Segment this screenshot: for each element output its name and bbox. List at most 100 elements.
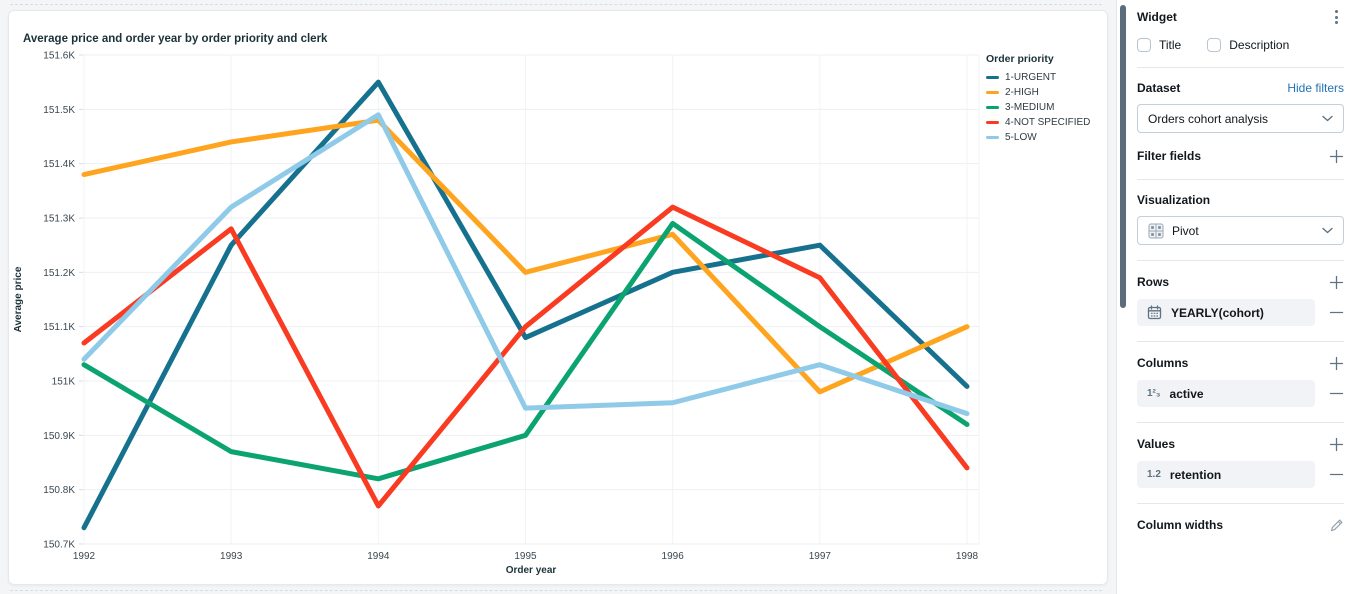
series-line-3-MEDIUM <box>81 220 970 482</box>
legend-label: 3-MEDIUM <box>1005 102 1055 113</box>
description-checkbox-label: Description <box>1229 38 1290 52</box>
series-line-1-URGENT <box>81 79 970 531</box>
divider <box>1137 503 1344 504</box>
legend-label: 2-HIGH <box>1005 87 1039 98</box>
divider <box>1137 179 1344 180</box>
series-line-2-HIGH <box>81 117 970 395</box>
legend-item[interactable]: 2-HIGH <box>986 85 1104 100</box>
svg-text:1997: 1997 <box>809 551 832 562</box>
svg-text:1994: 1994 <box>367 551 390 562</box>
dataset-select-value: Orders cohort analysis <box>1148 111 1269 126</box>
chart-legend: Order priority 1-URGENT 2-HIGH 3-MEDIUM 4-N… <box>986 53 1104 145</box>
filter-fields-header: Filter fields <box>1137 149 1202 163</box>
svg-text:151.1K: 151.1K <box>43 322 75 333</box>
widget-header: Widget <box>1137 10 1177 24</box>
legend-label: 4-NOT SPECIFIED <box>1005 117 1091 128</box>
divider <box>1137 67 1344 68</box>
values-field-retention[interactable]: 1.2 retention <box>1137 461 1315 488</box>
series-line-5-LOW <box>81 112 970 417</box>
visualization-header: Visualization <box>1137 193 1211 207</box>
add-column-field-button[interactable] <box>1328 355 1344 371</box>
title-checkbox-label: Title <box>1159 38 1182 52</box>
remove-row-field-button[interactable] <box>1328 305 1344 321</box>
hide-filters-link[interactable]: Hide filters <box>1287 81 1344 95</box>
svg-text:151.2K: 151.2K <box>43 268 75 279</box>
checkbox-box[interactable] <box>1207 38 1222 52</box>
legend-items: 1-URGENT 2-HIGH 3-MEDIUM 4-NOT SPECIFIED 5-L… <box>986 70 1104 145</box>
line-chart: 151.6K 151.5K 151.4K 151.3K 151.2K 151.1K 151K… <box>13 51 980 576</box>
rows-field-label: YEARLY(cohort) <box>1171 305 1264 320</box>
series-line-4-NOT SPECIFIED <box>81 204 970 509</box>
column-widths-header: Column widths <box>1137 518 1223 532</box>
legend-swatch <box>986 121 999 124</box>
legend-swatch <box>986 76 999 79</box>
dataset-select[interactable]: Orders cohort analysis <box>1137 104 1344 133</box>
remove-column-field-button[interactable] <box>1328 386 1344 402</box>
integer-type-icon: 1²₃ <box>1147 387 1161 399</box>
svg-text:151.3K: 151.3K <box>43 214 75 225</box>
values-header: Values <box>1137 437 1176 451</box>
chart-title: Average price and order year by order pr… <box>23 33 328 45</box>
divider <box>1137 422 1344 423</box>
svg-text:Order year: Order year <box>506 565 557 576</box>
svg-text:1993: 1993 <box>220 551 243 562</box>
pencil-icon <box>1330 519 1342 531</box>
kebab-menu-icon[interactable] <box>1329 8 1344 26</box>
add-filter-field-button[interactable] <box>1328 148 1344 164</box>
decimal-type-icon: 1.2 <box>1147 468 1161 480</box>
pivot-table-icon <box>1148 223 1164 238</box>
add-row-field-button[interactable] <box>1328 274 1344 290</box>
svg-text:1998: 1998 <box>956 551 979 562</box>
legend-item[interactable]: 4-NOT SPECIFIED <box>986 115 1104 130</box>
chevron-down-icon <box>1322 115 1333 122</box>
panel-scrollbar[interactable] <box>1120 5 1126 308</box>
edit-column-widths-button[interactable] <box>1328 517 1344 533</box>
svg-text:151.6K: 151.6K <box>43 51 75 62</box>
remove-value-field-button[interactable] <box>1328 467 1344 483</box>
legend-label: 5-LOW <box>1005 132 1037 143</box>
visualization-select-value: Pivot <box>1172 223 1199 238</box>
chart-widget-card[interactable]: Average price and order year by order pr… <box>8 10 1108 585</box>
canvas-grid-line-top <box>10 4 1102 5</box>
plus-icon <box>1329 275 1343 289</box>
svg-text:150.7K: 150.7K <box>43 540 75 551</box>
calendar-icon <box>1147 305 1162 320</box>
svg-text:151.5K: 151.5K <box>43 105 75 116</box>
checkbox-box[interactable] <box>1137 38 1151 52</box>
svg-text:Average price: Average price <box>13 266 24 332</box>
dataset-header: Dataset <box>1137 81 1181 95</box>
minus-icon <box>1329 473 1343 476</box>
widget-config-panel: Widget Title Description Dataset Hide fi… <box>1116 0 1358 594</box>
svg-text:150.8K: 150.8K <box>43 485 75 496</box>
rows-header: Rows <box>1137 275 1170 289</box>
legend-label: 1-URGENT <box>1005 72 1057 83</box>
legend-swatch <box>986 136 999 139</box>
svg-text:1995: 1995 <box>514 551 537 562</box>
visualization-select[interactable]: Pivot <box>1137 216 1344 245</box>
canvas-grid-line-bottom <box>10 590 1102 591</box>
svg-text:151K: 151K <box>52 377 76 388</box>
legend-item[interactable]: 5-LOW <box>986 130 1104 145</box>
columns-header: Columns <box>1137 356 1189 370</box>
title-checkbox[interactable]: Title <box>1137 38 1181 52</box>
legend-swatch <box>986 106 999 109</box>
legend-swatch <box>986 91 999 94</box>
divider <box>1137 260 1344 261</box>
svg-text:1992: 1992 <box>73 551 96 562</box>
minus-icon <box>1329 311 1343 314</box>
values-field-label: retention <box>1169 467 1222 482</box>
svg-text:150.9K: 150.9K <box>43 431 75 442</box>
plus-icon <box>1329 356 1343 370</box>
rows-field-yearly-cohort[interactable]: YEARLY(cohort) <box>1137 299 1315 326</box>
legend-title: Order priority <box>986 53 1054 65</box>
minus-icon <box>1329 392 1343 395</box>
plus-icon <box>1329 149 1343 163</box>
chevron-down-icon <box>1322 227 1333 234</box>
svg-text:151.4K: 151.4K <box>43 159 75 170</box>
legend-item[interactable]: 1-URGENT <box>986 70 1104 85</box>
legend-item[interactable]: 3-MEDIUM <box>986 100 1104 115</box>
plus-icon <box>1329 437 1343 451</box>
add-value-field-button[interactable] <box>1328 436 1344 452</box>
columns-field-active[interactable]: 1²₃ active <box>1137 380 1315 407</box>
description-checkbox[interactable]: Description <box>1207 38 1289 52</box>
